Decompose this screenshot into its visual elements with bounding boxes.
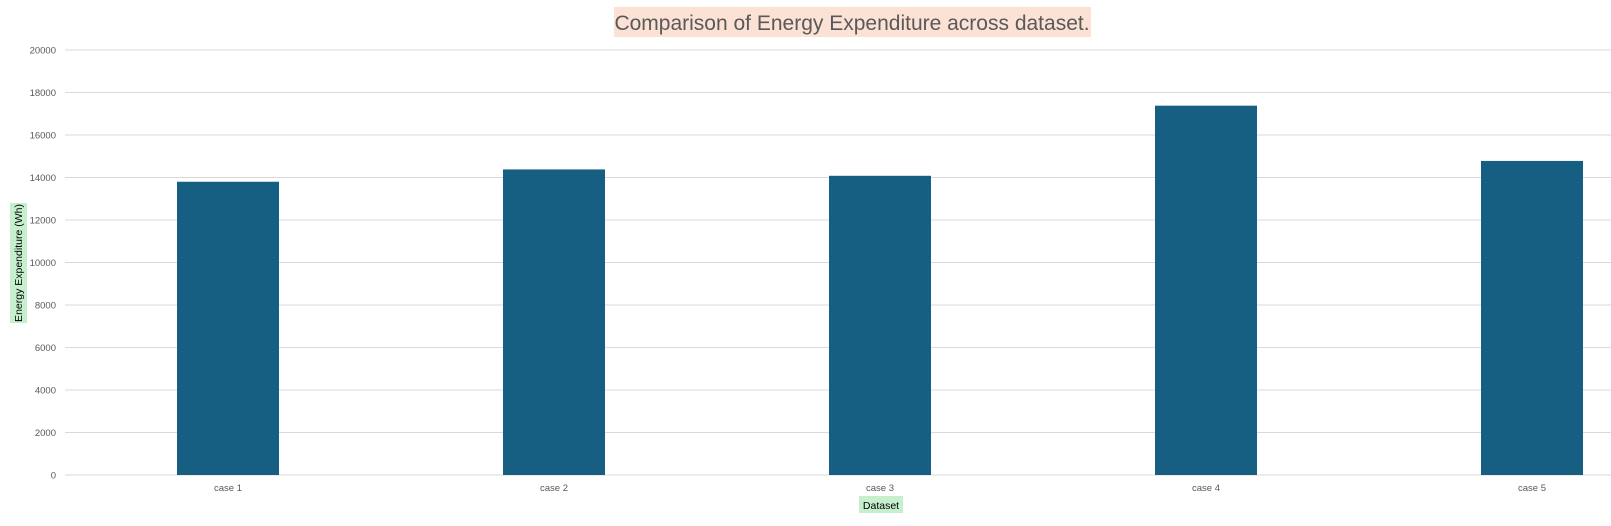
y-tick-label: 4000 xyxy=(35,386,56,397)
y-axis-title-text: Energy Expenditure (Wh) xyxy=(13,204,25,322)
bar-case-5 xyxy=(1481,160,1583,476)
y-tick-label: 12000 xyxy=(30,216,56,227)
y-tick-label: 6000 xyxy=(35,343,56,354)
chart-title-text: Comparison of Energy Expenditure across … xyxy=(614,12,1089,35)
x-tick-label: case 2 xyxy=(540,483,568,494)
bar-case-1 xyxy=(177,181,279,475)
y-tick-label: 0 xyxy=(51,471,56,482)
y-tick-label: 18000 xyxy=(30,88,56,99)
y-axis-title-highlight xyxy=(10,203,27,323)
x-axis-title-text: Dataset xyxy=(863,500,899,512)
x-tick-label: case 4 xyxy=(1192,483,1220,494)
y-axis-title: Energy Expenditure (Wh) xyxy=(10,203,27,323)
chart-title: Comparison of Energy Expenditure across … xyxy=(614,7,1091,37)
x-tick-label: case 3 xyxy=(866,483,894,494)
x-axis-title-highlight xyxy=(859,496,903,513)
y-tick-label: 16000 xyxy=(30,131,56,142)
y-tick-label: 8000 xyxy=(35,301,56,312)
x-axis-title: Dataset xyxy=(859,496,903,513)
y-axis-tick-labels: 0 2000 4000 6000 8000 10000 12000 14000 16000 180… xyxy=(30,46,56,482)
bars xyxy=(177,105,1583,476)
y-tick-label: 20000 xyxy=(30,46,56,57)
y-tick-label: 14000 xyxy=(30,173,56,184)
y-tick-label: 2000 xyxy=(35,428,56,439)
bar-case-2 xyxy=(503,169,605,476)
y-tick-label: 10000 xyxy=(30,258,56,269)
chart-title-highlight xyxy=(614,7,1091,37)
x-axis-tick-labels: case 1 case 2 case 3 case 4 case 5 xyxy=(214,483,1546,494)
bar-case-4 xyxy=(1155,105,1257,476)
bar-case-3 xyxy=(829,175,931,476)
x-tick-label: case 5 xyxy=(1518,483,1546,494)
x-tick-label: case 1 xyxy=(214,483,242,494)
